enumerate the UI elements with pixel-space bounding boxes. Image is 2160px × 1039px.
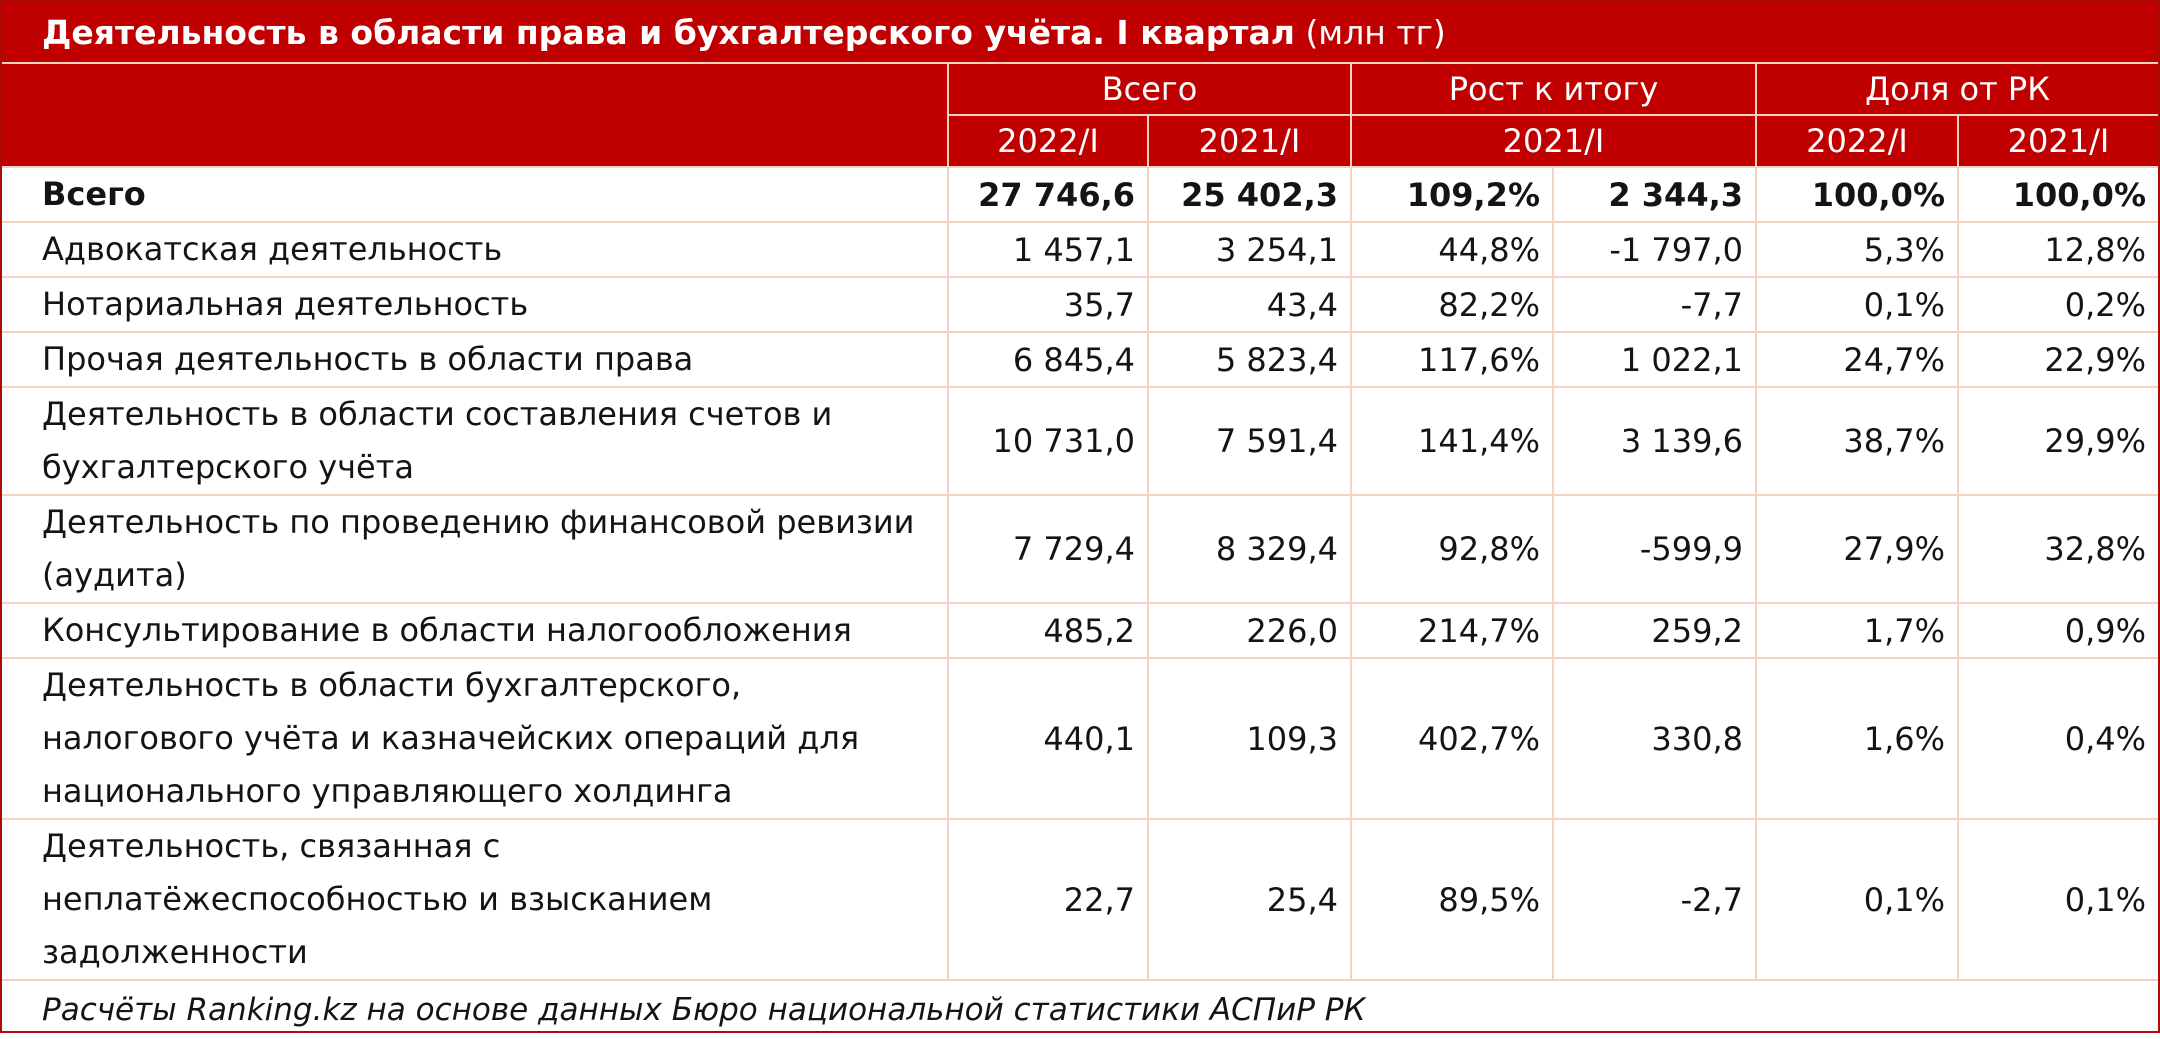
cell-growth-pct: 117,6%: [1350, 332, 1553, 388]
cell-growth-abs: 3 139,6: [1552, 387, 1756, 496]
cell-growth-pct: 214,7%: [1350, 603, 1553, 659]
header-total-2021: 2021/I: [1147, 115, 1351, 168]
cell-total-2022: 485,2: [947, 603, 1148, 659]
cell-growth-abs: -599,9: [1552, 495, 1756, 604]
cell-total-2022: 22,7: [947, 819, 1148, 981]
row-label: Нотариальная деятельность: [2, 277, 948, 333]
cell-growth-abs: 259,2: [1552, 603, 1756, 659]
table-row-total: Всего 27 746,6 25 402,3 109,2% 2 344,3 1…: [2, 167, 2158, 223]
cell-growth-pct: 109,2%: [1350, 167, 1553, 223]
cell-growth-pct: 44,8%: [1350, 222, 1553, 278]
header-row-years: 2022/I 2021/I 2021/I 2022/I 2021/I: [2, 115, 2158, 168]
cell-growth-abs: -7,7: [1552, 277, 1756, 333]
row-label: Деятельность по проведению финансовой ре…: [2, 495, 948, 604]
title-row: Деятельность в области права и бухгалтер…: [2, 2, 2158, 64]
header-row-groups: Всего Рост к итогу Доля от РК: [2, 63, 2158, 168]
cell-share-2021: 0,4%: [1957, 658, 2158, 820]
table-row: Деятельность в области бухгалтерского, н…: [2, 658, 2158, 820]
cell-total-2021: 109,3: [1147, 658, 1351, 820]
cell-total-2022: 7 729,4: [947, 495, 1148, 604]
source-row: Расчёты Ranking.kz на основе данных Бюро…: [2, 980, 2158, 1039]
cell-total-2021: 25 402,3: [1147, 167, 1351, 223]
header-total-2022: 2022/I: [947, 115, 1148, 168]
table-row: Адвокатская деятельность 1 457,1 3 254,1…: [2, 222, 2158, 278]
cell-share-2022: 38,7%: [1755, 387, 1958, 496]
cell-total-2021: 8 329,4: [1147, 495, 1351, 604]
cell-total-2022: 35,7: [947, 277, 1148, 333]
table-row: Консультирование в области налогообложен…: [2, 603, 2158, 659]
cell-share-2021: 0,2%: [1957, 277, 2158, 333]
cell-share-2021: 22,9%: [1957, 332, 2158, 388]
cell-share-2022: 0,1%: [1755, 277, 1958, 333]
cell-growth-abs: 1 022,1: [1552, 332, 1756, 388]
cell-growth-pct: 89,5%: [1350, 819, 1553, 981]
table-row: Нотариальная деятельность 35,7 43,4 82,2…: [2, 277, 2158, 333]
title-unit: (млн тг): [1305, 12, 1446, 52]
cell-growth-abs: 2 344,3: [1552, 167, 1756, 223]
cell-share-2022: 0,1%: [1755, 819, 1958, 981]
cell-share-2022: 1,7%: [1755, 603, 1958, 659]
row-label: Деятельность в области бухгалтерского, н…: [2, 658, 948, 820]
cell-total-2022: 6 845,4: [947, 332, 1148, 388]
row-label: Адвокатская деятельность: [2, 222, 948, 278]
table-body: Всего 27 746,6 25 402,3 109,2% 2 344,3 1…: [2, 167, 2158, 981]
cell-share-2022: 1,6%: [1755, 658, 1958, 820]
cell-total-2022: 10 731,0: [947, 387, 1148, 496]
cell-share-2022: 5,3%: [1755, 222, 1958, 278]
header-group-total: Всего: [947, 63, 1351, 116]
cell-share-2021: 100,0%: [1957, 167, 2158, 223]
header-group-share: Доля от РК: [1755, 63, 2158, 116]
cell-total-2022: 27 746,6: [947, 167, 1148, 223]
cell-growth-abs: 330,8: [1552, 658, 1756, 820]
cell-share-2022: 24,7%: [1755, 332, 1958, 388]
source-note: Расчёты Ranking.kz на основе данных Бюро…: [42, 992, 1366, 1028]
header-group-growth: Рост к итогу: [1350, 63, 1756, 116]
cell-share-2021: 32,8%: [1957, 495, 2158, 604]
header-share-2022: 2022/I: [1755, 115, 1958, 168]
cell-growth-pct: 92,8%: [1350, 495, 1553, 604]
cell-share-2021: 0,1%: [1957, 819, 2158, 981]
table-row: Деятельность по проведению финансовой ре…: [2, 495, 2158, 604]
cell-total-2022: 440,1: [947, 658, 1148, 820]
table-title: Деятельность в области права и бухгалтер…: [2, 2, 2158, 64]
cell-total-2021: 5 823,4: [1147, 332, 1351, 388]
table-row: Прочая деятельность в области права 6 84…: [2, 332, 2158, 388]
cell-share-2022: 27,9%: [1755, 495, 1958, 604]
row-label: Деятельность, связанная с неплатёжеспосо…: [2, 819, 948, 981]
cell-growth-pct: 141,4%: [1350, 387, 1553, 496]
cell-total-2021: 226,0: [1147, 603, 1351, 659]
table-row: Деятельность в области составления счето…: [2, 387, 2158, 496]
cell-growth-abs: -1 797,0: [1552, 222, 1756, 278]
cell-total-2021: 7 591,4: [1147, 387, 1351, 496]
cell-total-2021: 43,4: [1147, 277, 1351, 333]
cell-growth-abs: -2,7: [1552, 819, 1756, 981]
row-label: Консультирование в области налогообложен…: [2, 603, 948, 659]
cell-share-2021: 0,9%: [1957, 603, 2158, 659]
header-blank-cell: [2, 63, 948, 168]
title-main: Деятельность в области права и бухгалтер…: [42, 12, 1295, 52]
cell-growth-pct: 82,2%: [1350, 277, 1553, 333]
header-share-2021: 2021/I: [1957, 115, 2158, 168]
table-row: Деятельность, связанная с неплатёжеспосо…: [2, 819, 2158, 981]
cell-total-2021: 25,4: [1147, 819, 1351, 981]
cell-growth-pct: 402,7%: [1350, 658, 1553, 820]
row-label: Всего: [2, 167, 948, 223]
header-growth-2021: 2021/I: [1350, 115, 1756, 168]
cell-total-2022: 1 457,1: [947, 222, 1148, 278]
cell-share-2022: 100,0%: [1755, 167, 1958, 223]
cell-share-2021: 12,8%: [1957, 222, 2158, 278]
row-label: Прочая деятельность в области права: [2, 332, 948, 388]
cell-share-2021: 29,9%: [1957, 387, 2158, 496]
row-label: Деятельность в области составления счето…: [2, 387, 948, 496]
cell-total-2021: 3 254,1: [1147, 222, 1351, 278]
